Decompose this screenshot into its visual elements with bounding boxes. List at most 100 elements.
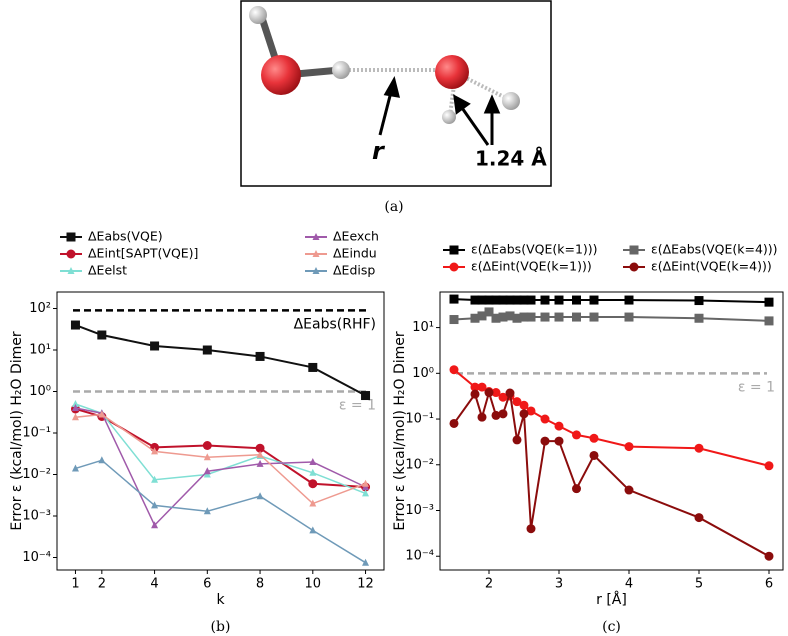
molecule-panel: r 1.24 Å <box>240 0 552 187</box>
marker <box>71 400 79 408</box>
marker <box>764 461 774 471</box>
marker <box>71 413 79 421</box>
marker <box>98 456 106 464</box>
marker <box>526 524 536 534</box>
marker <box>255 443 265 453</box>
marker <box>361 391 371 401</box>
marker <box>256 492 264 500</box>
marker <box>589 433 599 443</box>
marker <box>97 330 107 340</box>
marker <box>512 435 522 445</box>
marker <box>498 295 508 305</box>
x-tick-label: 1 <box>71 577 79 592</box>
marker <box>312 233 320 240</box>
marker <box>477 311 487 321</box>
marker <box>589 312 599 322</box>
legend-label: ΔEabs(VQE) <box>88 229 163 244</box>
marker <box>519 312 529 322</box>
marker <box>519 400 529 410</box>
marker <box>764 297 774 307</box>
y-tick-label: 10⁰ <box>29 384 51 399</box>
marker <box>203 507 211 515</box>
marker <box>309 526 317 534</box>
y-tick-label: 10¹ <box>29 343 51 358</box>
marker <box>98 410 106 418</box>
x-axis-label: r [Å] <box>596 591 627 608</box>
y-tick-label: 10⁰ <box>412 366 434 381</box>
marker <box>203 467 211 475</box>
marker <box>526 312 536 322</box>
x-axis-label: k <box>216 592 225 608</box>
marker <box>629 245 639 255</box>
marker <box>256 459 264 467</box>
legend-label: ε(ΔEint(VQE(k=4))) <box>651 259 772 274</box>
marker <box>554 312 564 322</box>
hydrogen-atom <box>249 6 267 24</box>
marker <box>312 250 320 257</box>
y-tick-label: 10² <box>29 301 51 316</box>
marker <box>624 295 634 305</box>
marker <box>150 341 160 351</box>
y-tick-label: 10⁻⁴ <box>22 550 51 565</box>
marker <box>498 409 508 419</box>
marker <box>477 295 487 305</box>
legend-label: ε(ΔEabs(VQE(k=1))) <box>471 242 598 257</box>
x-tick-label: 4 <box>150 577 158 592</box>
marker <box>255 351 265 361</box>
y-tick-label: 10⁻² <box>22 467 51 482</box>
marker <box>470 382 480 392</box>
marker <box>362 558 370 566</box>
legend-label: ε(ΔEint(VQE(k=1))) <box>471 259 592 274</box>
marker <box>572 484 581 494</box>
marker <box>519 409 529 419</box>
legend-label: ΔEint[SAPT(VQE)] <box>88 246 198 261</box>
marker <box>512 397 522 407</box>
marker <box>309 458 317 466</box>
marker <box>308 362 318 372</box>
marker <box>694 443 704 453</box>
caption: (c) <box>602 619 621 635</box>
marker <box>202 441 212 451</box>
caption: (b) <box>211 619 231 635</box>
bond-length-label: 1.24 Å <box>475 147 547 171</box>
bond <box>459 73 511 102</box>
marker <box>484 295 494 305</box>
marker <box>498 392 508 402</box>
marker <box>151 475 159 483</box>
x-tick-label: 5 <box>695 577 703 592</box>
marker <box>540 436 550 446</box>
legend-label: ΔEelst <box>88 263 127 278</box>
marker <box>309 499 317 507</box>
marker <box>526 295 536 305</box>
hydrogen-atom <box>442 110 456 124</box>
x-tick-label: 8 <box>256 577 264 592</box>
x-tick-label: 6 <box>203 577 211 592</box>
marker <box>470 295 480 305</box>
legend-label: ΔEindu <box>333 246 377 261</box>
marker <box>554 421 564 431</box>
marker <box>491 313 501 323</box>
legend-label: ΔEexch <box>333 229 379 244</box>
marker <box>694 513 704 523</box>
marker <box>540 295 550 305</box>
plot-frame <box>439 291 784 571</box>
y-axis-label: Error ε (kcal/mol) H₂O Dimer <box>392 331 408 531</box>
marker <box>470 313 480 323</box>
marker <box>477 412 487 422</box>
plot-frame <box>56 291 385 571</box>
marker <box>491 410 501 420</box>
marker <box>764 316 774 326</box>
marker <box>505 388 515 398</box>
x-tick-label: 2 <box>98 577 106 592</box>
marker <box>449 262 459 272</box>
marker <box>519 295 529 305</box>
marker <box>572 430 581 440</box>
marker <box>512 313 522 323</box>
marker <box>764 551 774 561</box>
marker <box>512 295 522 305</box>
marker <box>589 450 599 460</box>
marker <box>309 468 317 476</box>
x-tick-label: 4 <box>625 577 633 592</box>
marker <box>71 464 79 472</box>
